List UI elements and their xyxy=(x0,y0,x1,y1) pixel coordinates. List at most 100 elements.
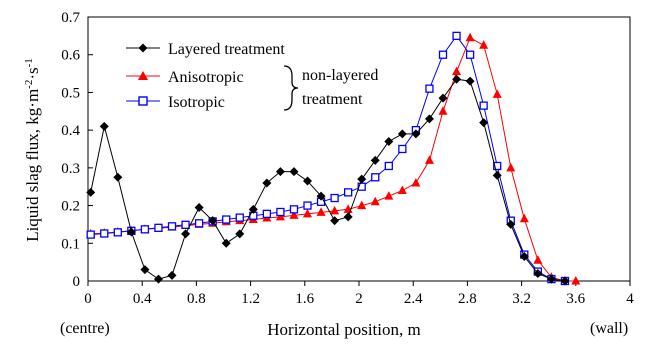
data-point xyxy=(560,276,570,286)
data-point xyxy=(397,129,407,139)
x-right-note: (wall) xyxy=(590,320,628,337)
data-point xyxy=(167,222,177,231)
series-layer xyxy=(86,31,581,286)
data-point xyxy=(181,220,190,229)
data-point xyxy=(140,225,150,234)
data-point xyxy=(452,66,462,76)
data-point xyxy=(370,196,380,206)
data-point xyxy=(100,229,109,238)
x-tick-label: 0 xyxy=(84,291,92,307)
data-point xyxy=(357,174,367,184)
data-point xyxy=(140,265,150,275)
data-point xyxy=(113,172,123,182)
data-point xyxy=(479,40,489,49)
data-point xyxy=(452,74,462,84)
data-point xyxy=(86,187,96,197)
data-point xyxy=(344,188,353,197)
data-point xyxy=(506,162,516,172)
y-tick-label: 0.4 xyxy=(61,123,80,139)
y-axis-title-exp1: -2 xyxy=(23,80,35,89)
data-point xyxy=(519,213,529,223)
x-axis: 0 0.4 0.8 1.2 1.6 2 2.4 2.8 3.2 3.6 4 xyxy=(84,281,634,307)
x-tick-label: 3.2 xyxy=(512,291,531,307)
y-axis: 0 0.1 0.2 0.3 0.4 0.5 0.6 0.7 xyxy=(61,10,93,290)
data-point xyxy=(384,191,394,200)
data-point xyxy=(248,204,258,214)
data-point xyxy=(479,101,488,110)
legend-brace xyxy=(283,65,299,111)
data-point xyxy=(276,207,285,217)
data-point xyxy=(424,155,434,164)
y-tick-label: 0.2 xyxy=(61,199,80,215)
y-tick-label: 0.6 xyxy=(61,48,80,64)
data-point xyxy=(411,129,421,139)
legend: Layered treatment Anisotropic Isotropic … xyxy=(126,41,378,111)
data-point xyxy=(357,200,367,210)
data-point xyxy=(126,227,136,237)
data-point xyxy=(546,274,556,284)
data-point xyxy=(465,50,475,59)
y-tick-label: 0 xyxy=(73,274,81,290)
data-point xyxy=(194,202,204,212)
data-point xyxy=(289,205,299,214)
data-point xyxy=(153,274,163,284)
y-tick-label: 0.3 xyxy=(61,161,80,177)
data-point xyxy=(289,210,299,219)
data-point xyxy=(384,161,393,171)
data-point xyxy=(222,215,231,224)
data-point xyxy=(438,93,448,103)
data-point xyxy=(113,228,122,237)
x-tick-label: 3.6 xyxy=(566,291,585,307)
data-point xyxy=(208,216,218,226)
legend-layered-marker xyxy=(138,43,148,53)
y-tick-label: 0.5 xyxy=(61,85,80,101)
data-point xyxy=(533,268,543,278)
data-point xyxy=(425,84,434,93)
data-point xyxy=(262,178,272,188)
legend-anisotropic-marker xyxy=(138,71,148,80)
legend-group-line2: treatment xyxy=(302,91,363,108)
data-point xyxy=(370,155,380,165)
x-tick-label: 0.4 xyxy=(133,291,152,307)
data-point xyxy=(492,170,502,180)
data-point xyxy=(493,161,502,171)
data-point xyxy=(99,121,109,131)
data-point xyxy=(316,191,326,201)
data-point xyxy=(533,255,543,264)
data-point xyxy=(438,50,448,59)
data-point xyxy=(438,106,448,115)
y-axis-title-mid: ·s xyxy=(23,67,42,79)
x-tick-label: 4 xyxy=(626,291,634,307)
data-point xyxy=(571,276,581,285)
data-point xyxy=(194,219,204,228)
data-point xyxy=(316,207,326,216)
series-layered xyxy=(86,74,570,286)
data-point xyxy=(221,238,231,248)
y-tick-label: 0.1 xyxy=(61,236,80,252)
data-point xyxy=(465,32,475,42)
y-axis-title: Liquid slag flux, kg·m-2·s-1 xyxy=(23,58,42,242)
y-tick-label: 0.7 xyxy=(61,10,80,26)
data-point xyxy=(86,230,95,239)
data-point xyxy=(411,177,421,187)
x-tick-label: 0.8 xyxy=(187,291,206,307)
data-point xyxy=(384,136,394,146)
data-point xyxy=(506,219,516,229)
legend-isotropic-marker xyxy=(138,96,148,106)
legend-isotropic-label: Isotropic xyxy=(168,94,225,111)
data-point xyxy=(479,118,489,128)
legend-group-line1: non-layered xyxy=(302,67,378,84)
legend-layered-label: Layered treatment xyxy=(168,41,285,58)
data-point xyxy=(452,31,461,41)
legend-anisotropic-label: Anisotropic xyxy=(168,69,244,86)
y-axis-title-main: Liquid slag flux, kg·m xyxy=(23,89,42,242)
series-layered-line xyxy=(90,78,566,282)
data-point xyxy=(262,209,272,219)
x-tick-label: 1.2 xyxy=(241,291,260,307)
data-point xyxy=(154,223,163,232)
data-point xyxy=(330,193,339,203)
data-point xyxy=(303,208,313,218)
data-point xyxy=(289,167,299,177)
data-point xyxy=(275,167,285,177)
